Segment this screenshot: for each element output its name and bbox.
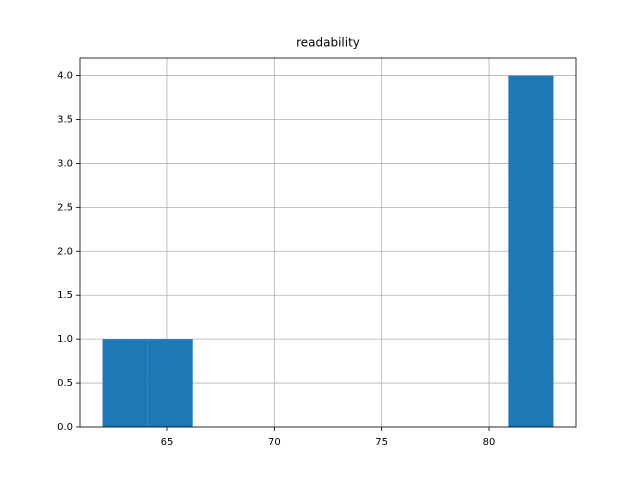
bar xyxy=(102,339,148,427)
plot-frame xyxy=(79,57,577,428)
y-tick-label: 1.5 xyxy=(57,290,73,301)
x-tick-label: 80 xyxy=(483,437,496,448)
y-tick-label: 0.5 xyxy=(57,378,73,389)
chart-title: readability xyxy=(296,36,360,50)
y-tick-label: 4.0 xyxy=(57,71,73,82)
y-tick-label: 3.5 xyxy=(57,115,73,126)
y-tick-label: 1.0 xyxy=(57,334,73,345)
y-tick-label: 3.0 xyxy=(57,158,73,169)
bar xyxy=(147,339,193,427)
x-tick-label: 70 xyxy=(268,437,281,448)
y-tick-label: 2.5 xyxy=(57,202,73,213)
bar xyxy=(508,75,554,428)
y-tick-label: 0.0 xyxy=(57,422,73,433)
x-tick-label: 65 xyxy=(161,437,174,448)
y-tick-label: 2.0 xyxy=(57,246,73,257)
x-tick-label: 75 xyxy=(375,437,388,448)
